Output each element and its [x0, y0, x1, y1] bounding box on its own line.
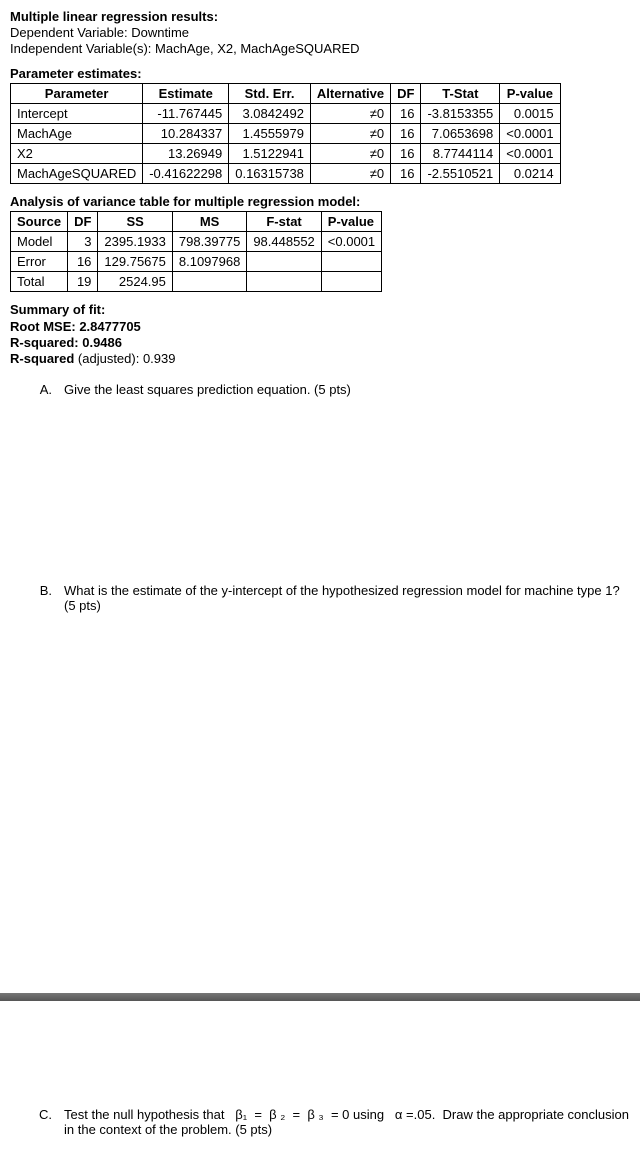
cell: 7.0653698	[421, 124, 500, 144]
cell: MachAge	[11, 124, 143, 144]
table-header-row: Parameter Estimate Std. Err. Alternative…	[11, 84, 561, 104]
cell: 10.284337	[143, 124, 229, 144]
cell: <0.0001	[500, 124, 560, 144]
cell: X2	[11, 144, 143, 164]
question-c-letter: C.	[30, 1107, 52, 1137]
question-a: A. Give the least squares prediction equ…	[30, 382, 630, 397]
question-c-text: Test the null hypothesis that β₁ = β ₂ =…	[64, 1107, 630, 1137]
table-row: X2 13.26949 1.5122941 ≠0 16 8.7744114 <0…	[11, 144, 561, 164]
cell: 798.39775	[172, 232, 246, 252]
question-b: B. What is the estimate of the y-interce…	[30, 583, 630, 613]
cell: ≠0	[310, 164, 390, 184]
cell: Total	[11, 272, 68, 292]
cell: ≠0	[310, 124, 390, 144]
anova-title: Analysis of variance table for multiple …	[10, 194, 630, 209]
table-row: Model 3 2395.1933 798.39775 98.448552 <0…	[11, 232, 382, 252]
cell: 8.1097968	[172, 252, 246, 272]
root-mse: Root MSE: 2.8477705	[10, 319, 630, 334]
col-ss: SS	[98, 212, 172, 232]
cell: 98.448552	[247, 232, 321, 252]
cell: 0.0214	[500, 164, 560, 184]
table-row: MachAgeSQUARED -0.41622298 0.16315738 ≠0…	[11, 164, 561, 184]
cell: -0.41622298	[143, 164, 229, 184]
cell: 16	[391, 164, 421, 184]
cell: -11.767445	[143, 104, 229, 124]
cell: 16	[391, 144, 421, 164]
col-parameter: Parameter	[11, 84, 143, 104]
cell: <0.0001	[321, 232, 381, 252]
cell: 0.0015	[500, 104, 560, 124]
question-c: C. Test the null hypothesis that β₁ = β …	[30, 1107, 630, 1137]
cell: Error	[11, 252, 68, 272]
table-row: Total 19 2524.95	[11, 272, 382, 292]
col-df: DF	[391, 84, 421, 104]
r-squared: R-squared: 0.9486	[10, 335, 630, 350]
cell: 2524.95	[98, 272, 172, 292]
parameter-estimates-title: Parameter estimates:	[10, 66, 630, 81]
col-tstat: T-Stat	[421, 84, 500, 104]
col-pvalue: P-value	[500, 84, 560, 104]
cell	[321, 252, 381, 272]
cell: 0.16315738	[229, 164, 311, 184]
page-divider	[0, 993, 640, 1001]
table-header-row: Source DF SS MS F-stat P-value	[11, 212, 382, 232]
cell	[247, 272, 321, 292]
col-alternative: Alternative	[310, 84, 390, 104]
question-a-letter: A.	[30, 382, 52, 397]
table-row: Intercept -11.767445 3.0842492 ≠0 16 -3.…	[11, 104, 561, 124]
independent-variable-line: Independent Variable(s): MachAge, X2, Ma…	[10, 41, 630, 56]
cell: MachAgeSQUARED	[11, 164, 143, 184]
cell: 2395.1933	[98, 232, 172, 252]
question-b-text: What is the estimate of the y-intercept …	[64, 583, 630, 613]
table-row: Error 16 129.75675 8.1097968	[11, 252, 382, 272]
cell: <0.0001	[500, 144, 560, 164]
col-source: Source	[11, 212, 68, 232]
cell: ≠0	[310, 144, 390, 164]
question-a-text: Give the least squares prediction equati…	[64, 382, 630, 397]
cell: 19	[68, 272, 98, 292]
col-df: DF	[68, 212, 98, 232]
cell: 3.0842492	[229, 104, 311, 124]
cell: ≠0	[310, 104, 390, 124]
indep-label: Independent Variable(s):	[10, 41, 151, 56]
cell	[247, 252, 321, 272]
questions-block: A. Give the least squares prediction equ…	[10, 382, 630, 1137]
cell: 16	[391, 124, 421, 144]
cell: 16	[68, 252, 98, 272]
cell: -3.8153355	[421, 104, 500, 124]
r-squared-adjusted: R-squared (adjusted): 0.939	[10, 351, 630, 366]
cell: 129.75675	[98, 252, 172, 272]
col-stderr: Std. Err.	[229, 84, 311, 104]
cell: Intercept	[11, 104, 143, 124]
cell: 1.4555979	[229, 124, 311, 144]
parameter-estimates-table: Parameter Estimate Std. Err. Alternative…	[10, 83, 561, 184]
col-ms: MS	[172, 212, 246, 232]
cell: Model	[11, 232, 68, 252]
cell: 16	[391, 104, 421, 124]
cell: 8.7744114	[421, 144, 500, 164]
cell: 1.5122941	[229, 144, 311, 164]
table-row: MachAge 10.284337 1.4555979 ≠0 16 7.0653…	[11, 124, 561, 144]
summary-of-fit-title: Summary of fit:	[10, 302, 630, 317]
cell	[172, 272, 246, 292]
col-pvalue: P-value	[321, 212, 381, 232]
cell: 3	[68, 232, 98, 252]
cell	[321, 272, 381, 292]
cell: 13.26949	[143, 144, 229, 164]
dep-label: Dependent Variable:	[10, 25, 128, 40]
dependent-variable-line: Dependent Variable: Downtime	[10, 25, 630, 40]
col-estimate: Estimate	[143, 84, 229, 104]
cell: -2.5510521	[421, 164, 500, 184]
indep-value: MachAge, X2, MachAgeSQUARED	[155, 41, 359, 56]
anova-table: Source DF SS MS F-stat P-value Model 3 2…	[10, 211, 382, 292]
dep-value: Downtime	[131, 25, 189, 40]
results-title: Multiple linear regression results:	[10, 9, 630, 24]
question-b-letter: B.	[30, 583, 52, 613]
col-fstat: F-stat	[247, 212, 321, 232]
